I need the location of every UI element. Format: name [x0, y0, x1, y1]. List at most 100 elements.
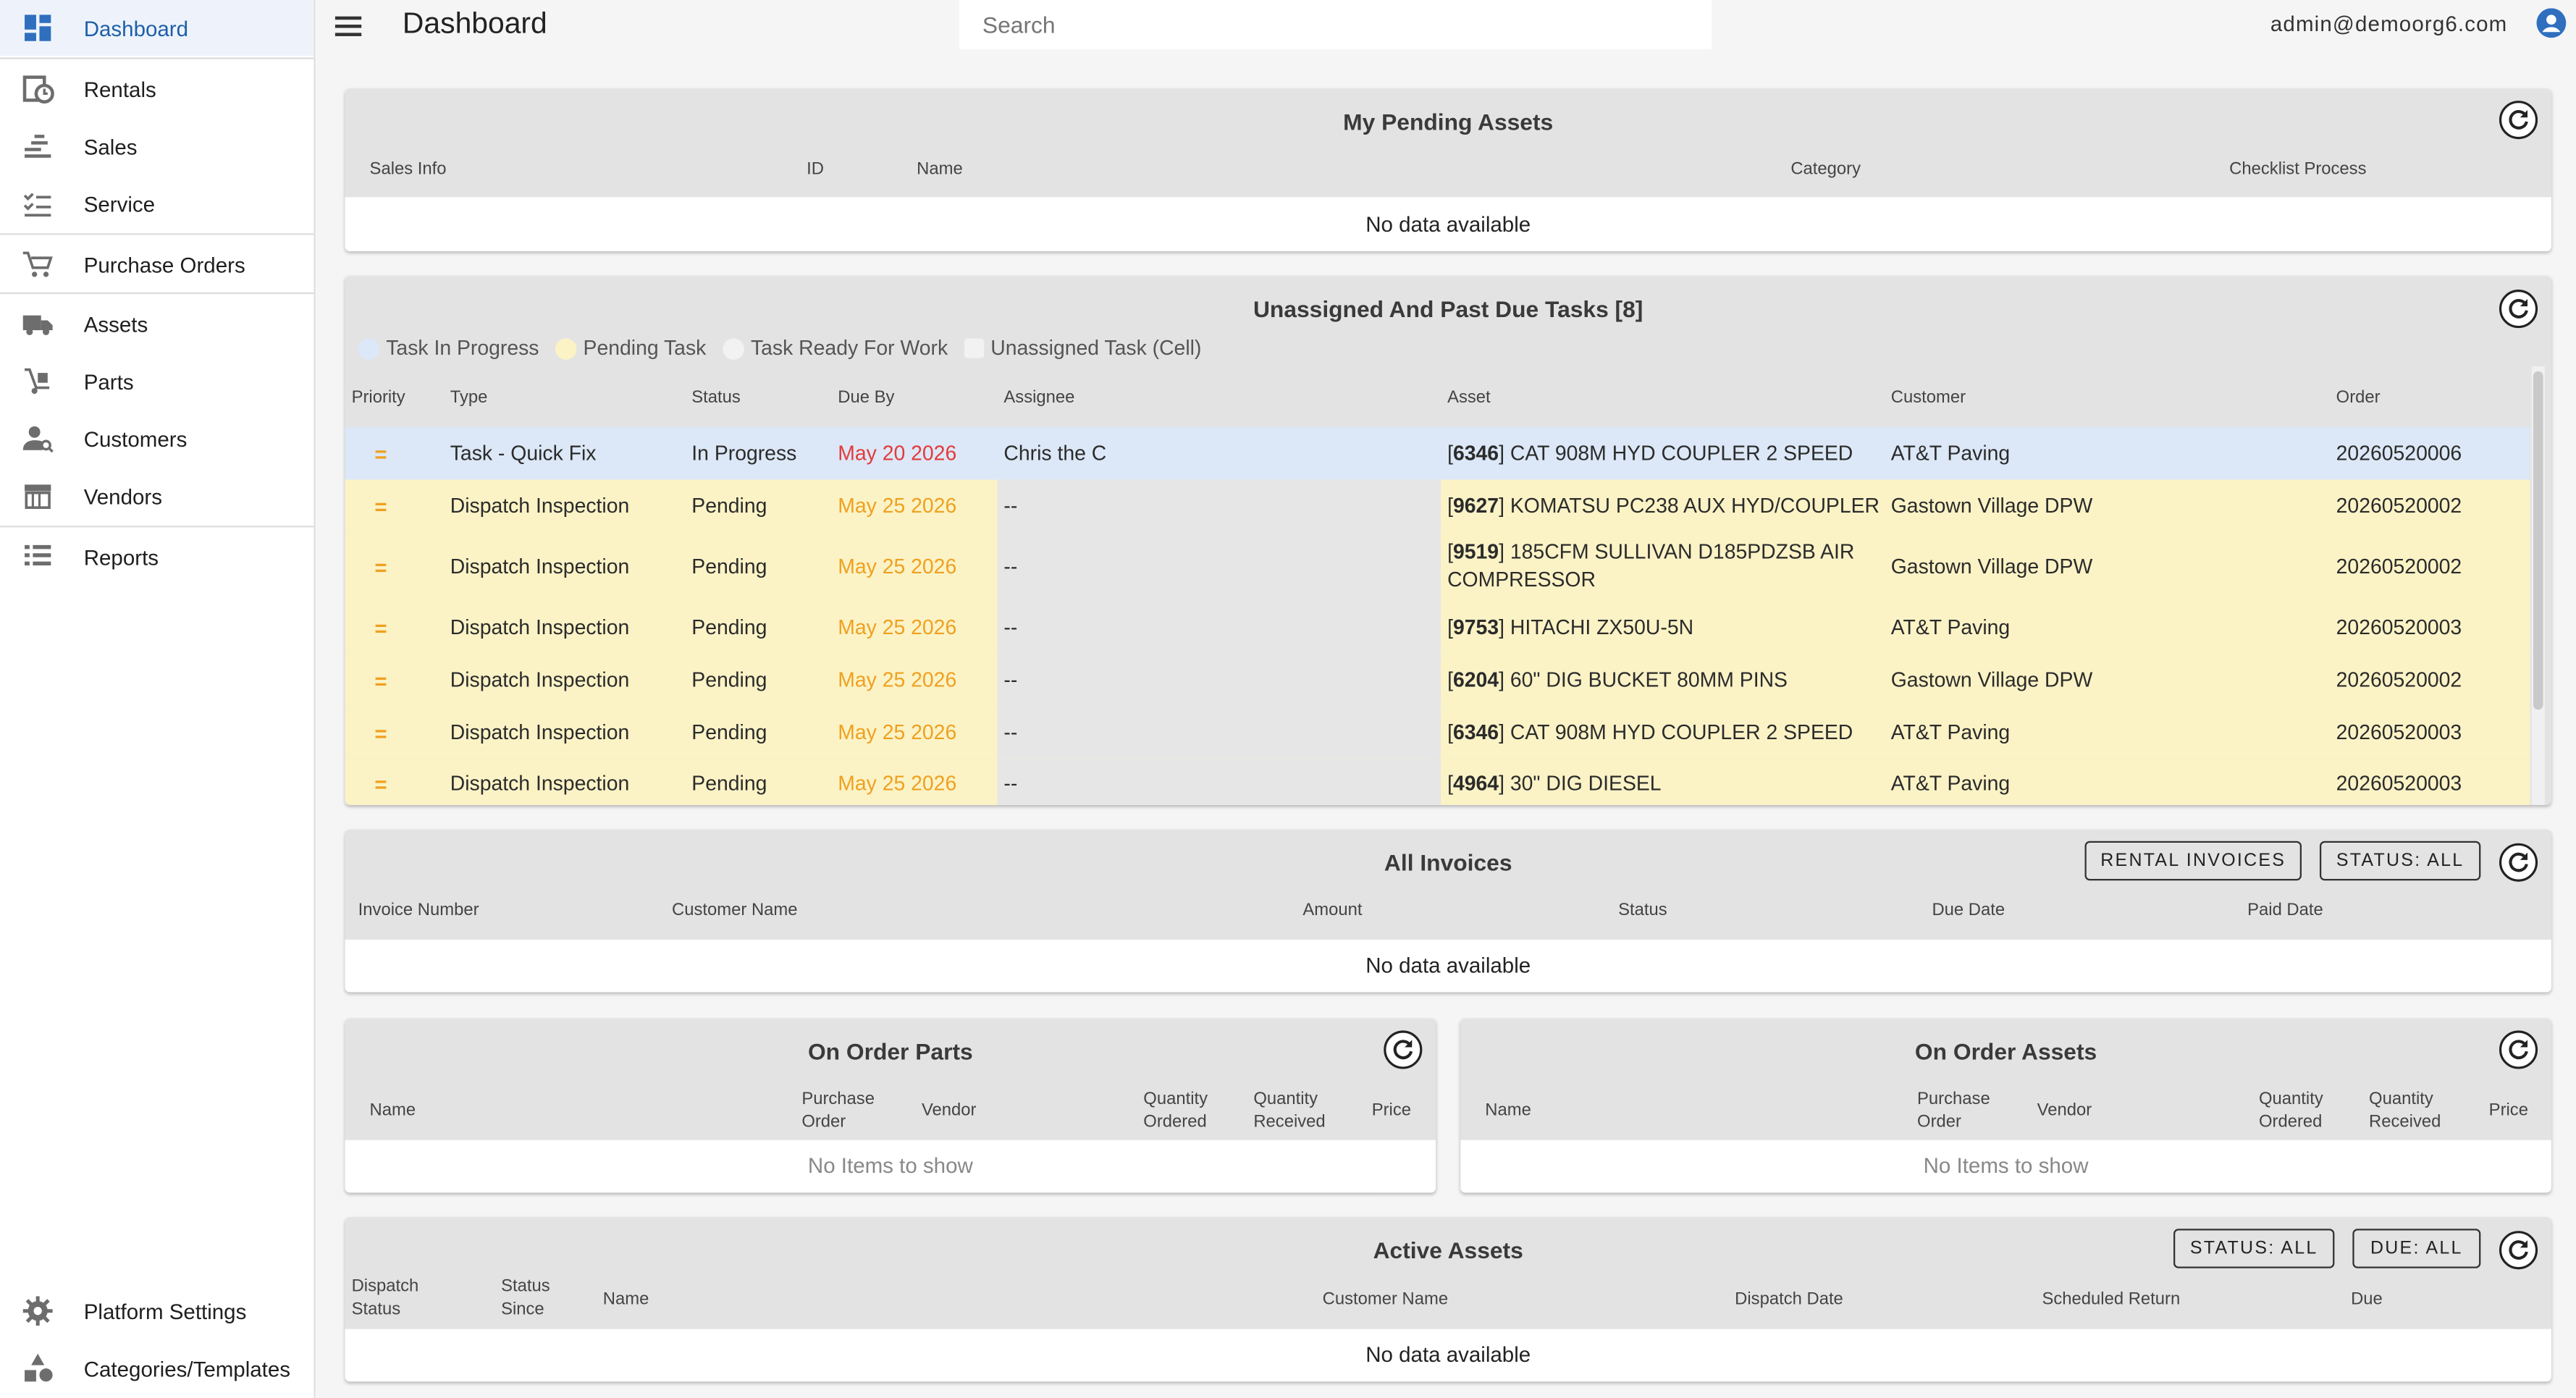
refresh-icon[interactable]: [2499, 1231, 2538, 1270]
sidebar-item-parts[interactable]: Parts: [0, 353, 313, 409]
header-line: Order: [1917, 1112, 1961, 1132]
column-header[interactable]: Quantity Ordered: [1143, 1087, 1208, 1134]
column-header[interactable]: Vendor: [2037, 1100, 2092, 1121]
panel-title: Unassigned And Past Due Tasks [8]: [1253, 295, 1643, 322]
sales-icon: [25, 135, 51, 158]
column-header[interactable]: Due By: [838, 387, 895, 408]
column-header[interactable]: Invoice Number: [358, 900, 479, 920]
column-header[interactable]: Quantity Received: [2369, 1087, 2441, 1134]
column-header[interactable]: Category: [1790, 159, 1861, 180]
column-header[interactable]: Price: [1371, 1100, 1412, 1121]
truck-icon: [22, 315, 53, 335]
task-due: May 25 2026: [838, 615, 957, 639]
column-header[interactable]: Checklist Process: [2229, 159, 2367, 180]
column-header[interactable]: Order: [2336, 387, 2381, 408]
legend-pending-task: Pending Task: [555, 337, 706, 360]
sidebar-item-reports[interactable]: Reports: [0, 529, 313, 585]
task-order: 20260520003: [2336, 772, 2462, 796]
column-header[interactable]: Name: [1485, 1100, 1531, 1121]
table-row[interactable]: = Dispatch Inspection Pending May 25 202…: [345, 479, 2530, 533]
column-header[interactable]: ID: [807, 159, 824, 180]
column-header[interactable]: Purchase Order: [801, 1087, 875, 1134]
task-customer: AT&T Paving: [1890, 615, 2011, 639]
page-title: Dashboard: [402, 7, 547, 40]
refresh-icon[interactable]: [2499, 289, 2538, 329]
sidebar-item-vendors[interactable]: Vendors: [0, 468, 313, 524]
refresh-icon[interactable]: [2499, 1030, 2538, 1069]
column-header[interactable]: Sales Info: [369, 159, 447, 180]
column-header[interactable]: Customer: [1890, 387, 1966, 408]
sidebar-item-dashboard[interactable]: Dashboard: [0, 0, 314, 56]
status-filter-button[interactable]: STATUS: ALL: [2319, 841, 2481, 881]
divider: [0, 233, 314, 235]
column-header[interactable]: Assignee: [1003, 387, 1075, 408]
asset-name-line2: COMPRESSOR: [1447, 568, 1596, 591]
column-header[interactable]: Dispatch Date: [1735, 1289, 1843, 1310]
table-row[interactable]: = Dispatch Inspection Pending May 25 202…: [345, 706, 2530, 759]
sidebar-item-label: Reports: [83, 544, 159, 570]
column-header[interactable]: Due: [2351, 1289, 2383, 1310]
column-header[interactable]: Priority: [351, 387, 405, 408]
status-filter-button[interactable]: STATUS: ALL: [2173, 1229, 2335, 1268]
column-header[interactable]: Customer Name: [1322, 1289, 1449, 1310]
column-header[interactable]: Status: [1618, 900, 1667, 920]
task-customer: AT&T Paving: [1890, 772, 2011, 796]
scrollbar-thumb[interactable]: [2533, 371, 2543, 710]
column-header[interactable]: Purchase Order: [1917, 1087, 1990, 1134]
sidebar-item-purchase-orders[interactable]: Purchase Orders: [0, 237, 313, 292]
table-row[interactable]: = Dispatch Inspection Pending May 25 202…: [345, 654, 2530, 707]
column-header[interactable]: Status Since: [501, 1275, 550, 1321]
sidebar-item-assets[interactable]: Assets: [0, 295, 313, 351]
unassigned-cell: [997, 706, 1441, 759]
column-header[interactable]: Due Date: [1932, 900, 2005, 920]
reports-icon: [25, 544, 51, 566]
categories-icon: [25, 1353, 53, 1382]
task-assignee: Chris the C: [1003, 442, 1107, 466]
task-type: Dispatch Inspection: [450, 668, 630, 692]
empty-message: No data available: [345, 197, 2551, 252]
sidebar-item-rentals[interactable]: Rentals: [0, 61, 313, 117]
service-icon: [23, 193, 51, 217]
panel-title: On Order Assets: [1914, 1038, 2097, 1065]
column-header[interactable]: Name: [369, 1100, 416, 1121]
table-scrollbar[interactable]: [2531, 366, 2545, 805]
refresh-icon[interactable]: [2499, 100, 2538, 140]
column-header[interactable]: Amount: [1302, 900, 1363, 920]
sidebar-item-platform-settings[interactable]: Platform Settings: [0, 1283, 313, 1339]
table-row[interactable]: = Task - Quick Fix In Progress May 20 20…: [345, 426, 2530, 480]
column-header[interactable]: Dispatch Status: [352, 1275, 419, 1321]
refresh-icon[interactable]: [1384, 1030, 1423, 1069]
rental-invoices-button[interactable]: RENTAL INVOICES: [2084, 841, 2302, 881]
task-asset: [9519] 185CFM SULLIVAN D185PDZSB AIR COMP…: [1447, 540, 1855, 591]
sidebar-item-sales[interactable]: Sales: [0, 118, 313, 174]
column-header[interactable]: Asset: [1447, 387, 1491, 408]
column-header[interactable]: Name: [602, 1289, 649, 1310]
column-header[interactable]: Paid Date: [2247, 900, 2323, 920]
header-line: Dispatch: [351, 1276, 419, 1297]
column-header[interactable]: Price: [2488, 1100, 2529, 1121]
legend-label: Task Ready For Work: [750, 337, 948, 360]
table-row[interactable]: = Dispatch Inspection Pending May 25 202…: [345, 532, 2530, 602]
due-filter-button[interactable]: DUE: ALL: [2352, 1229, 2481, 1268]
search-input[interactable]: [959, 0, 1712, 50]
priority-icon: =: [374, 441, 387, 466]
sidebar-item-service[interactable]: Service: [0, 176, 313, 232]
sidebar-item-categories-templates[interactable]: Categories/Templates: [0, 1341, 313, 1397]
column-header[interactable]: Name: [917, 159, 963, 180]
account-icon[interactable]: [2536, 8, 2567, 38]
table-row[interactable]: = Dispatch Inspection Pending May 25 202…: [345, 759, 2530, 805]
column-header[interactable]: Status: [691, 387, 741, 408]
column-header[interactable]: Scheduled Return: [2042, 1289, 2181, 1310]
column-header[interactable]: Vendor: [921, 1100, 977, 1121]
menu-icon[interactable]: [334, 12, 363, 41]
column-header[interactable]: Customer Name: [672, 900, 798, 920]
refresh-icon[interactable]: [2499, 843, 2538, 882]
asset-name: 185CFM SULLIVAN D185PDZSB AIR: [1510, 540, 1855, 564]
sidebar-item-customers[interactable]: Customers: [0, 410, 313, 466]
column-header[interactable]: Quantity Ordered: [2259, 1087, 2323, 1134]
table-row[interactable]: = Dispatch Inspection Pending May 25 202…: [345, 601, 2530, 654]
column-header[interactable]: Type: [450, 387, 488, 408]
column-header[interactable]: Quantity Received: [1253, 1087, 1325, 1134]
task-assignee: --: [1003, 772, 1018, 796]
task-status: Pending: [691, 772, 767, 796]
